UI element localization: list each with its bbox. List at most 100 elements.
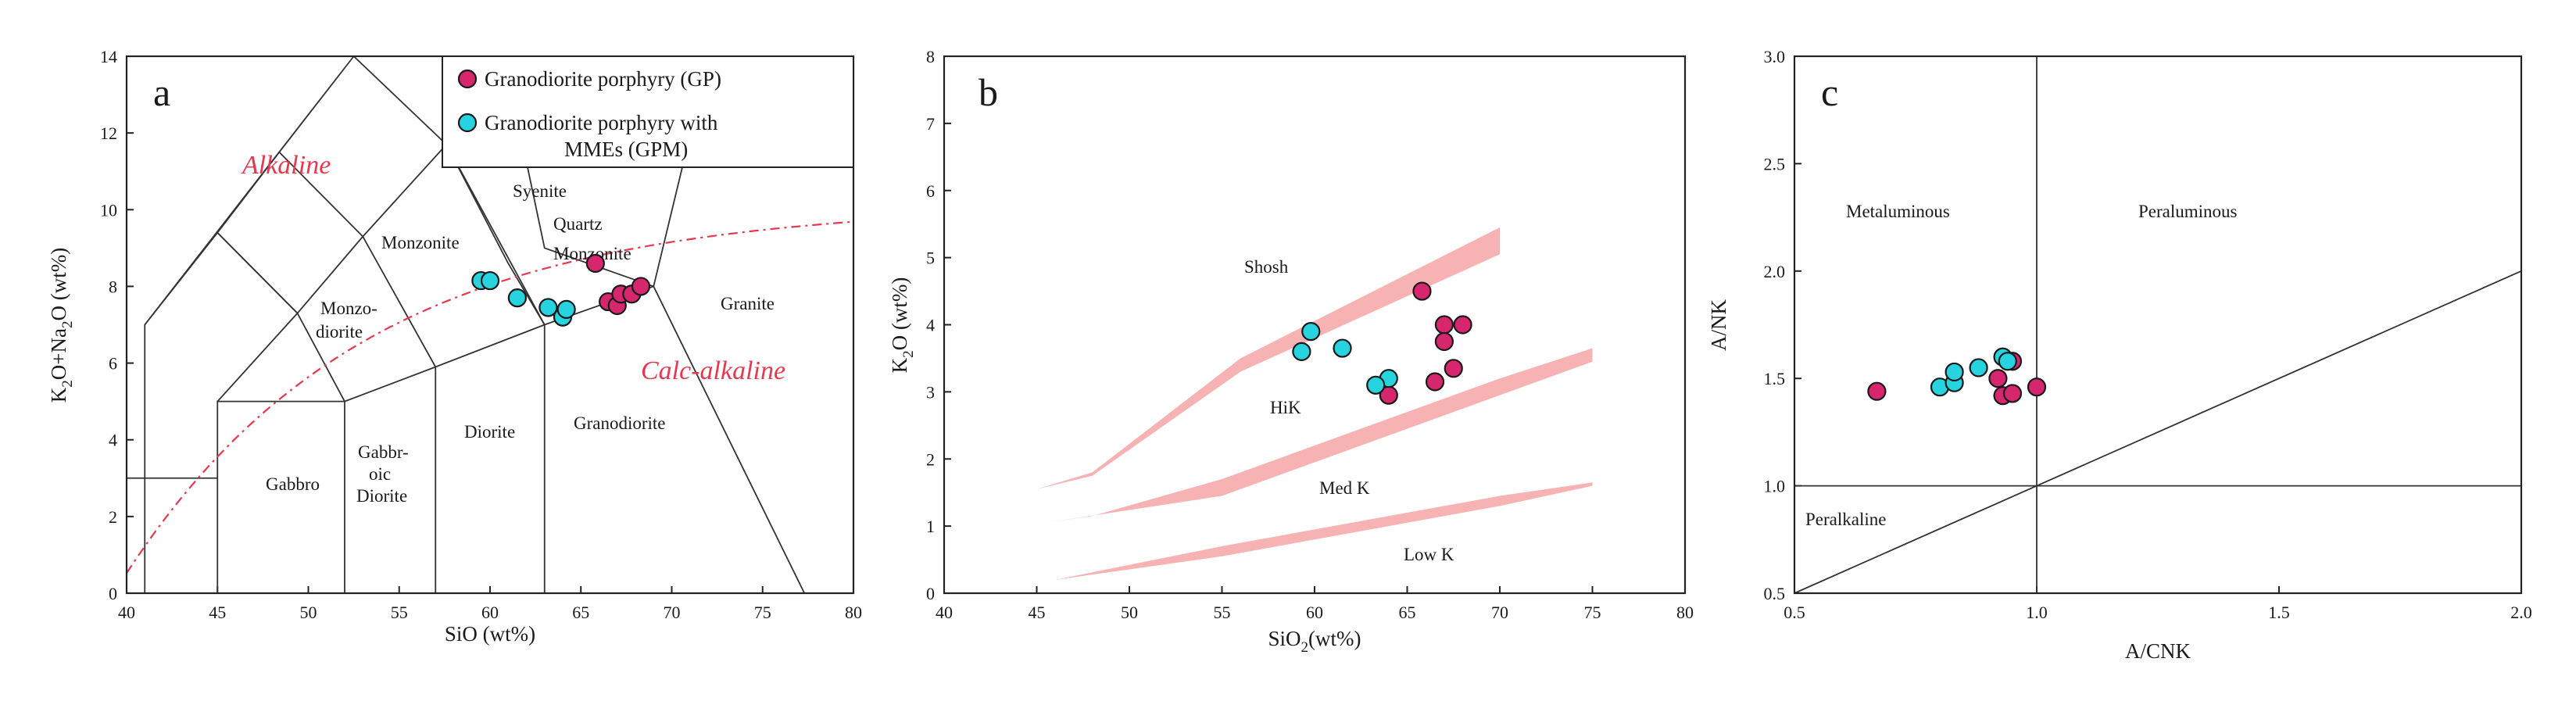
panel-c-xlabel: A/CNK (2125, 639, 2191, 663)
panel-a-axes: 40 45 50 55 60 65 70 75 80 0 2 4 6 8 10 12 14 (100, 47, 862, 622)
field-peraluminous: Peraluminous (2138, 202, 2238, 221)
point-gp (2027, 377, 2047, 397)
legend-box (442, 55, 854, 168)
tas-field-boundary (216, 152, 281, 234)
point-gpm (1366, 375, 1386, 395)
panel-a-ytick-label: 8 (109, 277, 117, 296)
panel-a-ylabel: K2O+Na2O (wt%) (47, 248, 76, 403)
point-gp (1988, 369, 2008, 388)
point-gp (1412, 281, 1432, 301)
panel-b-xtick-label: 60 (1306, 603, 1323, 622)
panel-b-xtick-label: 50 (1121, 603, 1138, 622)
panel-b-xlabel: SiO2(wt%) (1268, 627, 1361, 656)
field-gabbroic-diorite-line3: Diorite (356, 486, 407, 506)
panel-c-frame (1793, 55, 2523, 595)
field-monzodiorite-line2: diorite (316, 322, 363, 342)
legend-gp-label: Granodiorite porphyry (GP) (485, 67, 721, 91)
point-gpm (480, 270, 500, 291)
panel-c-xtick-label: 1.0 (2026, 603, 2048, 622)
tas-field-boundary (144, 231, 345, 403)
point-gp (1434, 315, 1454, 335)
point-gp (1867, 381, 1887, 401)
panel-b-xtick-label: 75 (1584, 603, 1601, 622)
panel-b-ylabel: K2O (wt%) (888, 277, 917, 374)
field-monzonite: Monzonite (381, 233, 460, 252)
panel-a-xtick-label: 70 (664, 603, 681, 622)
field-lowk: Low K (1404, 545, 1454, 564)
panel-b-ytick-label: 2 (926, 449, 935, 469)
panel-a-xtick-label: 60 (481, 603, 499, 622)
field-monzodiorite-line1: Monzo- (320, 299, 377, 318)
point-gp (1453, 315, 1472, 335)
panel-a: 40 45 50 55 60 65 70 75 80 0 2 4 6 8 10 12 14 a Alkaline… (47, 47, 862, 646)
tas-field-boundary (445, 144, 546, 325)
panel-c-xtick-label: 0.5 (1784, 603, 1805, 622)
panel-b-ytick-label: 6 (926, 181, 935, 201)
legend-gpm-label-line2: MMEs (GPM) (564, 138, 688, 161)
panel-c-ytick-label: 2.0 (1764, 262, 1786, 281)
point-gpm (538, 298, 558, 317)
field-hik: HiK (1270, 398, 1301, 417)
panel-a-ytick-label: 6 (109, 354, 117, 374)
panel-a-xtick-label: 55 (391, 603, 408, 622)
field-gabbro: Gabbro (266, 474, 320, 494)
point-gpm (556, 299, 576, 319)
panel-b-xtick-label: 70 (1491, 603, 1508, 622)
point-gpm (1945, 362, 1964, 382)
point-gp (1444, 359, 1463, 378)
point-gpm (1333, 338, 1352, 358)
point-gp (1425, 372, 1445, 392)
tas-field-boundary (216, 400, 345, 593)
panel-c-xtick-label: 2.0 (2510, 603, 2532, 622)
panel-b-series-bands (1036, 227, 1593, 580)
panel-b-ytick-label: 8 (926, 47, 935, 66)
point-gpm (1292, 342, 1311, 361)
panel-c-ytick-label: 1.5 (1764, 369, 1786, 388)
panel-c-axes: 0.5 1.0 1.5 2.0 0.5 1.0 1.5 2.0 2.5 3.0 (1764, 47, 2532, 622)
legend: Granodiorite porphyry (GP) Granodiorite … (442, 55, 854, 168)
panel-a-xtick-label: 75 (754, 603, 771, 622)
panel-a-ytick-label: 14 (100, 47, 117, 66)
legend-gp-marker (457, 69, 478, 89)
panel-c-ytick-label: 2.5 (1764, 154, 1786, 174)
panel-b-xtick-label: 45 (1029, 603, 1046, 622)
field-medk: Med K (1319, 478, 1370, 498)
point-gpm (1998, 352, 2017, 371)
panel-a-label: a (153, 70, 170, 114)
panel-a-xtick-label: 50 (300, 603, 317, 622)
calc-alkaline-label: Calc-alkaline (641, 356, 785, 385)
point-gp (2002, 384, 2023, 403)
point-gp (585, 253, 605, 274)
field-granite: Granite (721, 294, 775, 313)
panel-b-xtick-label: 65 (1399, 603, 1416, 622)
panel-a-ytick-label: 10 (100, 200, 117, 220)
point-gp (631, 277, 651, 296)
tas-field-boundary (353, 55, 447, 145)
panel-c-ylabel: A/NK (1707, 299, 1730, 351)
panel-b-ytick-label: 7 (926, 114, 935, 134)
panel-a-ytick-label: 0 (109, 584, 117, 603)
panel-c-points (1867, 347, 2047, 406)
panel-a-ytick-label: 2 (109, 507, 117, 527)
tas-field-boundary (216, 232, 299, 314)
point-gp (1434, 331, 1454, 352)
panel-b-ytick-label: 0 (926, 584, 935, 603)
panel-a-xtick-label: 65 (572, 603, 589, 622)
field-metaluminous: Metaluminous (1846, 202, 1950, 221)
field-shosh: Shosh (1244, 257, 1289, 277)
panel-c-label: c (1821, 70, 1838, 114)
field-granodiorite: Granodiorite (574, 413, 666, 433)
field-diorite: Diorite (464, 422, 515, 442)
panel-b-points (1292, 281, 1472, 405)
panel-b-xtick-label: 55 (1214, 603, 1231, 622)
field-syenite: Syenite (513, 181, 567, 201)
panel-c-xtick-label: 1.5 (2268, 603, 2290, 622)
panel-c-classification-lines (1794, 56, 2522, 594)
panel-b-ytick-label: 4 (926, 316, 935, 335)
legend-gpm-marker (457, 113, 478, 133)
field-quartz-monzonite-line1: Quartz (553, 214, 603, 234)
alkaline-label: Alkaline (241, 151, 331, 180)
unity-diagonal (1794, 270, 2522, 594)
